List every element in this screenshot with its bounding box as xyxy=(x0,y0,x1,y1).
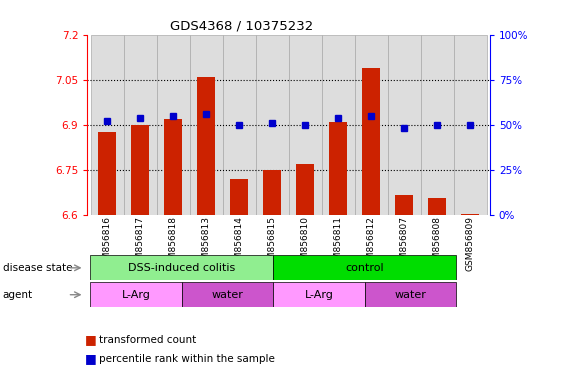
Bar xyxy=(273,255,456,280)
FancyBboxPatch shape xyxy=(190,35,222,215)
FancyBboxPatch shape xyxy=(355,35,387,215)
FancyBboxPatch shape xyxy=(321,35,355,215)
Text: L-Arg: L-Arg xyxy=(305,290,333,300)
FancyBboxPatch shape xyxy=(123,35,157,215)
Bar xyxy=(428,199,446,215)
Bar xyxy=(362,68,380,215)
FancyBboxPatch shape xyxy=(454,35,486,215)
Bar xyxy=(395,195,413,215)
Bar xyxy=(131,125,149,215)
Text: GDS4368 / 10375232: GDS4368 / 10375232 xyxy=(171,19,314,32)
Bar xyxy=(273,282,365,307)
Bar xyxy=(296,164,314,215)
Bar xyxy=(197,77,215,215)
FancyBboxPatch shape xyxy=(222,35,256,215)
Text: transformed count: transformed count xyxy=(99,335,196,345)
Text: disease state: disease state xyxy=(3,263,72,273)
Bar xyxy=(90,282,182,307)
Text: ■: ■ xyxy=(84,353,96,366)
Text: control: control xyxy=(346,263,384,273)
Bar xyxy=(263,170,281,215)
Bar xyxy=(230,179,248,215)
FancyBboxPatch shape xyxy=(256,35,289,215)
FancyBboxPatch shape xyxy=(91,35,123,215)
FancyBboxPatch shape xyxy=(289,35,321,215)
Bar xyxy=(164,119,182,215)
Bar xyxy=(90,255,273,280)
Text: percentile rank within the sample: percentile rank within the sample xyxy=(99,354,274,364)
Text: L-Arg: L-Arg xyxy=(122,290,150,300)
Text: water: water xyxy=(212,290,243,300)
Bar xyxy=(365,282,456,307)
Bar xyxy=(329,122,347,215)
Text: water: water xyxy=(395,290,426,300)
FancyBboxPatch shape xyxy=(421,35,454,215)
FancyBboxPatch shape xyxy=(387,35,421,215)
FancyBboxPatch shape xyxy=(157,35,190,215)
Bar xyxy=(461,214,479,215)
Bar xyxy=(98,132,116,215)
Text: DSS-induced colitis: DSS-induced colitis xyxy=(128,263,235,273)
Text: ■: ■ xyxy=(84,333,96,346)
Text: agent: agent xyxy=(3,290,33,300)
Bar xyxy=(182,282,273,307)
